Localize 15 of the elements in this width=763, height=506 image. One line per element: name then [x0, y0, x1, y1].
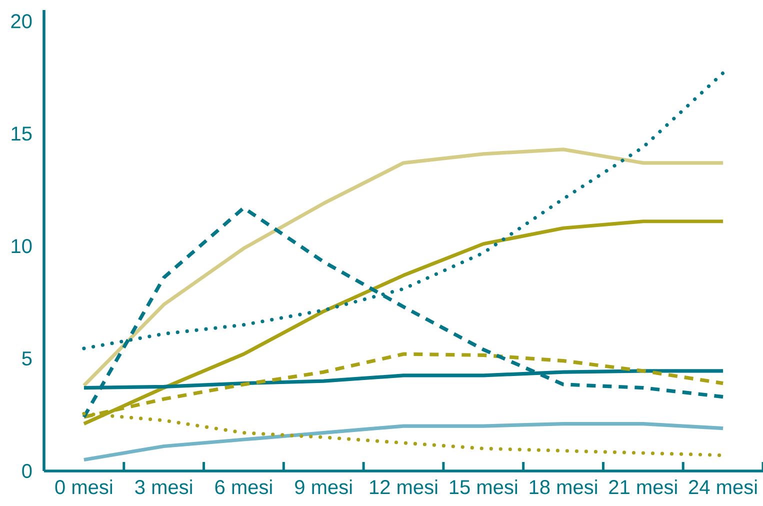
y-tick-label: 10 — [12, 239, 32, 254]
x-tick-label: 9 mesi — [295, 480, 352, 494]
x-tick-label: 21 mesi — [609, 480, 677, 494]
x-tick-label: 24 mesi — [689, 480, 757, 494]
y-tick-label: 15 — [12, 126, 32, 141]
y-tick-label: 20 — [11, 14, 32, 28]
x-tick-label: 15 mesi — [450, 480, 518, 494]
x-tick-label: 6 mesi — [215, 480, 272, 494]
x-tick-label: 3 mesi — [135, 480, 192, 494]
line-series — [82, 148, 725, 388]
y-tick-label: 0 — [22, 464, 32, 478]
y-tick-label: 5 — [22, 352, 32, 366]
x-tick-label: 12 mesi — [370, 480, 438, 494]
x-tick-label: 0 mesi — [55, 480, 112, 494]
x-tick-label: 18 mesi — [530, 480, 597, 494]
